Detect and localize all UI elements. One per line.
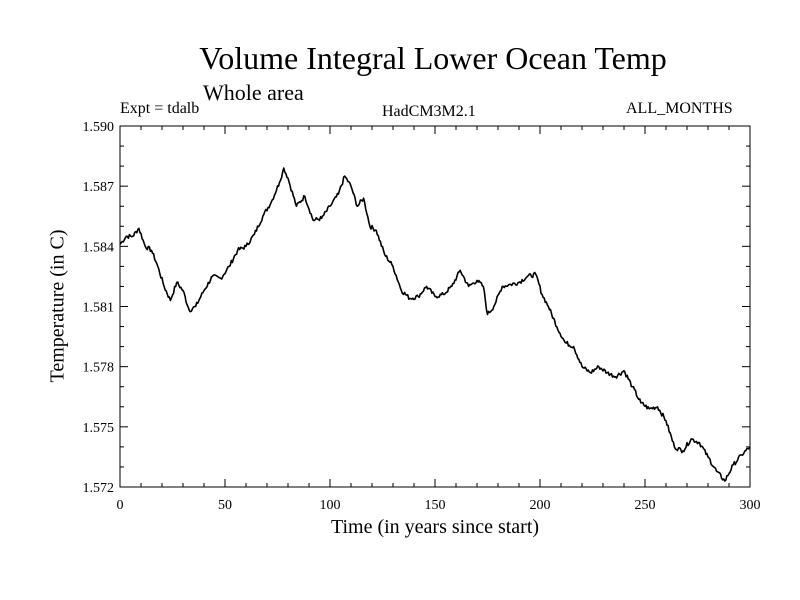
chart-subtitle: Whole area (203, 80, 304, 105)
x-tick-label: 150 (425, 498, 446, 513)
y-tick-label: 1.590 (83, 120, 115, 135)
axis-tick-labels: 0 50 100 150 200 250 300 1.572 1.575 1.578 1.581 1.… (83, 120, 761, 513)
chart-title: Volume Integral Lower Ocean Temp (199, 40, 667, 76)
x-tick-label: 300 (740, 498, 761, 513)
plot-frame (119, 125, 751, 488)
y-tick-label: 1.584 (83, 240, 115, 255)
model-label: HadCM3M2.1 (382, 103, 476, 120)
series-line-temperature (119, 167, 751, 482)
experiment-label: Expt = tdalb (120, 100, 200, 117)
x-tick-label: 100 (320, 498, 341, 513)
months-label: ALL_MONTHS (626, 100, 733, 117)
x-axis-label: Time (in years since start) (330, 516, 540, 538)
y-tick-label: 1.581 (83, 301, 115, 316)
x-tick-label: 200 (530, 498, 551, 513)
axis-ticks (119, 125, 751, 488)
y-tick-label: 1.587 (83, 180, 115, 195)
y-tick-label: 1.572 (83, 481, 115, 496)
y-tick-label: 1.575 (83, 421, 115, 436)
x-tick-label: 50 (218, 498, 232, 513)
y-tick-label: 1.578 (83, 361, 115, 376)
x-tick-label: 250 (635, 498, 656, 513)
x-tick-label: 0 (117, 498, 124, 513)
